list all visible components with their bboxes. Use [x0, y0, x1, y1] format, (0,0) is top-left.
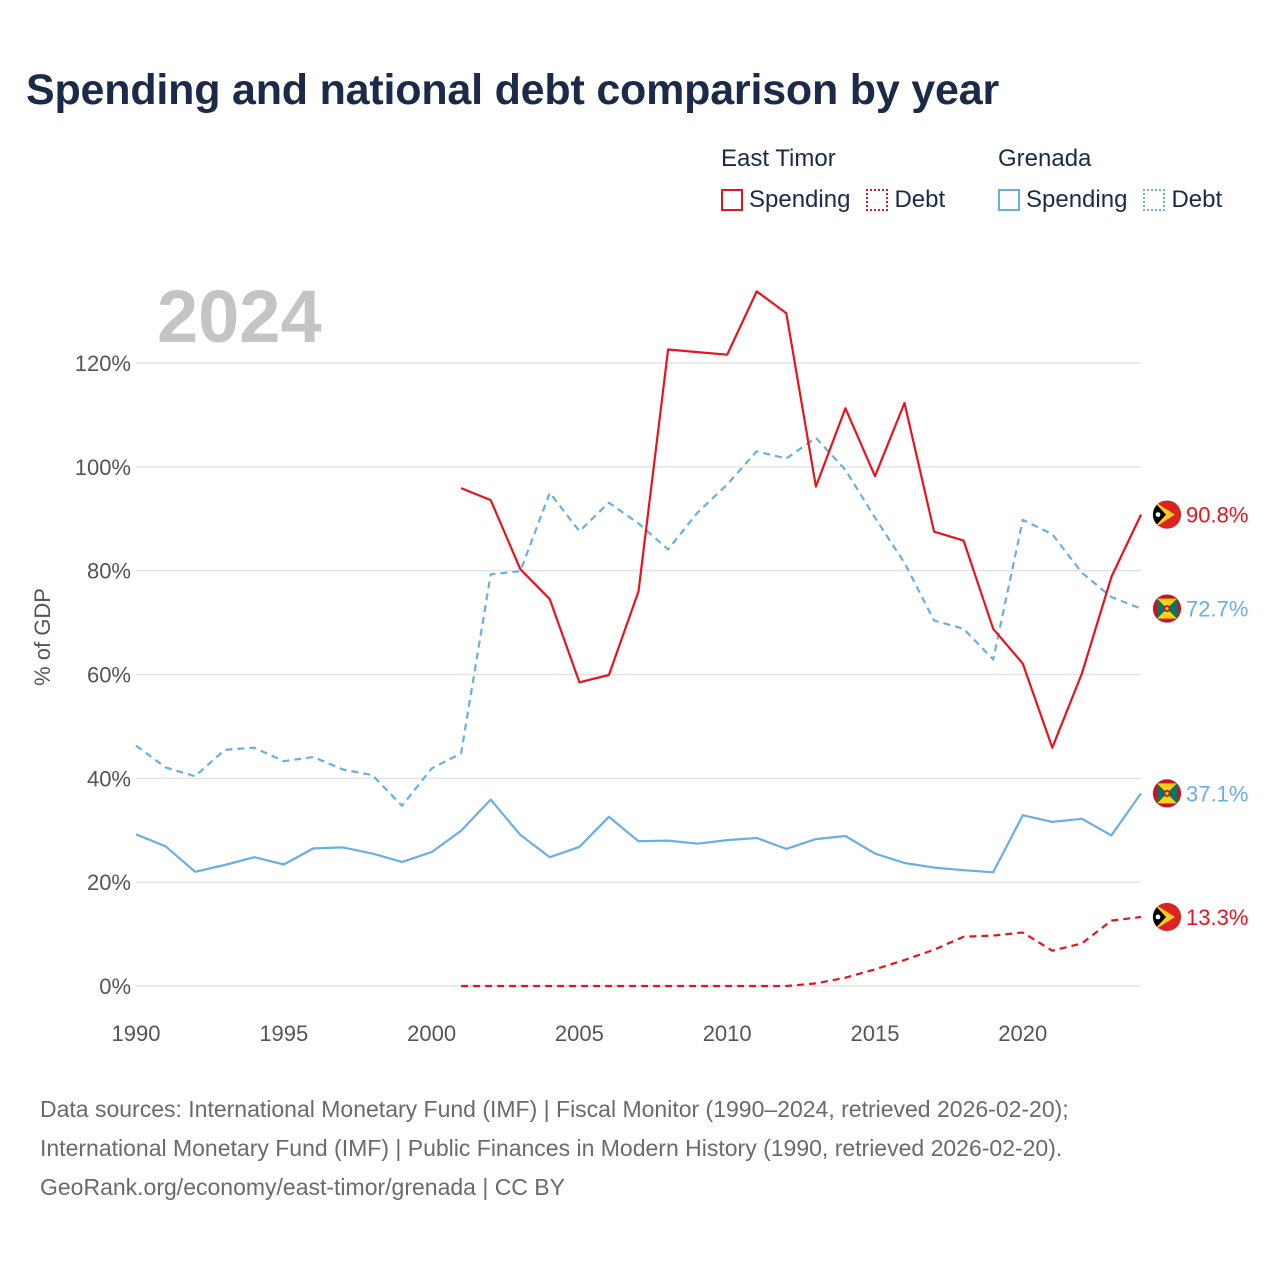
y-tick-label: 40%	[87, 766, 131, 791]
east-timor-flag-icon	[1152, 902, 1182, 932]
y-tick-label: 120%	[75, 351, 131, 376]
series-line-grenada-spending[interactable]	[135, 792, 1142, 874]
footer-source-line-2: International Monetary Fund (IMF) | Publ…	[40, 1135, 1063, 1161]
gridlines	[136, 362, 1141, 987]
x-tick-label: 1995	[259, 1021, 308, 1046]
x-tick-label: 2020	[998, 1021, 1047, 1046]
series-line-east-timor-debt[interactable]	[461, 915, 1142, 988]
y-tick-label: 0%	[99, 974, 131, 999]
legend-label: Debt	[1171, 186, 1223, 213]
footer-source-line-1: Data sources: International Monetary Fun…	[40, 1096, 1069, 1122]
end-markers: 72.7% 37.1% 90.8% 13.3%	[1152, 500, 1248, 932]
footer-attribution: GeoRank.org/economy/east-timor/grenada |…	[40, 1174, 565, 1200]
x-tick-label: 1990	[112, 1021, 161, 1046]
east-timor-flag-icon	[1152, 500, 1182, 530]
legend-label: Spending	[749, 186, 851, 213]
chart-title: Spending and national debt comparison by…	[26, 66, 999, 114]
end-value-label: 90.8%	[1186, 503, 1248, 528]
legend-country-east-timor: East Timor	[721, 145, 836, 172]
legend-swatch-dotted	[1143, 189, 1166, 211]
series-lines	[135, 290, 1142, 988]
legend-item-grenada-debt[interactable]: Debt	[1143, 186, 1222, 214]
grenada-flag-icon	[1152, 594, 1182, 624]
y-axis-label: % of GDP	[30, 588, 55, 686]
legend-item-grenada-spending[interactable]: Spending	[998, 186, 1127, 214]
end-value-label: 13.3%	[1186, 905, 1248, 930]
series-line-grenada-debt[interactable]	[135, 436, 1142, 807]
x-tick-label: 2015	[850, 1021, 899, 1046]
x-tick-label: 2000	[407, 1021, 456, 1046]
y-axis-ticks: 0% 20% 40% 60% 80% 100% 120%	[75, 351, 131, 999]
y-tick-label: 20%	[87, 870, 131, 895]
y-tick-label: 100%	[75, 455, 131, 480]
legend-item-east-timor-debt[interactable]: Debt	[866, 186, 945, 214]
year-watermark: 2024	[157, 275, 322, 358]
x-axis-ticks: 1990 1995 2000 2005 2010 2015 2020	[112, 1021, 1048, 1046]
legend-swatch-solid	[998, 189, 1020, 211]
end-value-label: 72.7%	[1186, 597, 1248, 622]
x-tick-label: 2010	[703, 1021, 752, 1046]
legend-group-grenada: Grenada Spending Debt	[998, 144, 1238, 214]
legend-item-east-timor-spending[interactable]: Spending	[721, 186, 850, 214]
x-tick-label: 2005	[555, 1021, 604, 1046]
series-line-east-timor-spending[interactable]	[460, 290, 1142, 749]
legend-swatch-solid	[721, 189, 743, 211]
legend-group-east-timor: East Timor Spending Debt	[721, 144, 961, 214]
legend-label: Debt	[894, 186, 946, 213]
end-value-label: 37.1%	[1186, 781, 1248, 806]
grenada-flag-icon	[1152, 778, 1182, 808]
footer: Data sources: International Monetary Fun…	[40, 1090, 1069, 1207]
y-tick-label: 60%	[87, 663, 131, 688]
legend-swatch-dotted	[866, 189, 889, 211]
legend-country-grenada: Grenada	[998, 145, 1092, 172]
line-chart: 2024 0% 20% 40% 60% 80% 100% 120% 1990 1995 2000…	[30, 275, 1248, 1046]
legend-label: Spending	[1026, 186, 1128, 213]
y-tick-label: 80%	[87, 559, 131, 584]
